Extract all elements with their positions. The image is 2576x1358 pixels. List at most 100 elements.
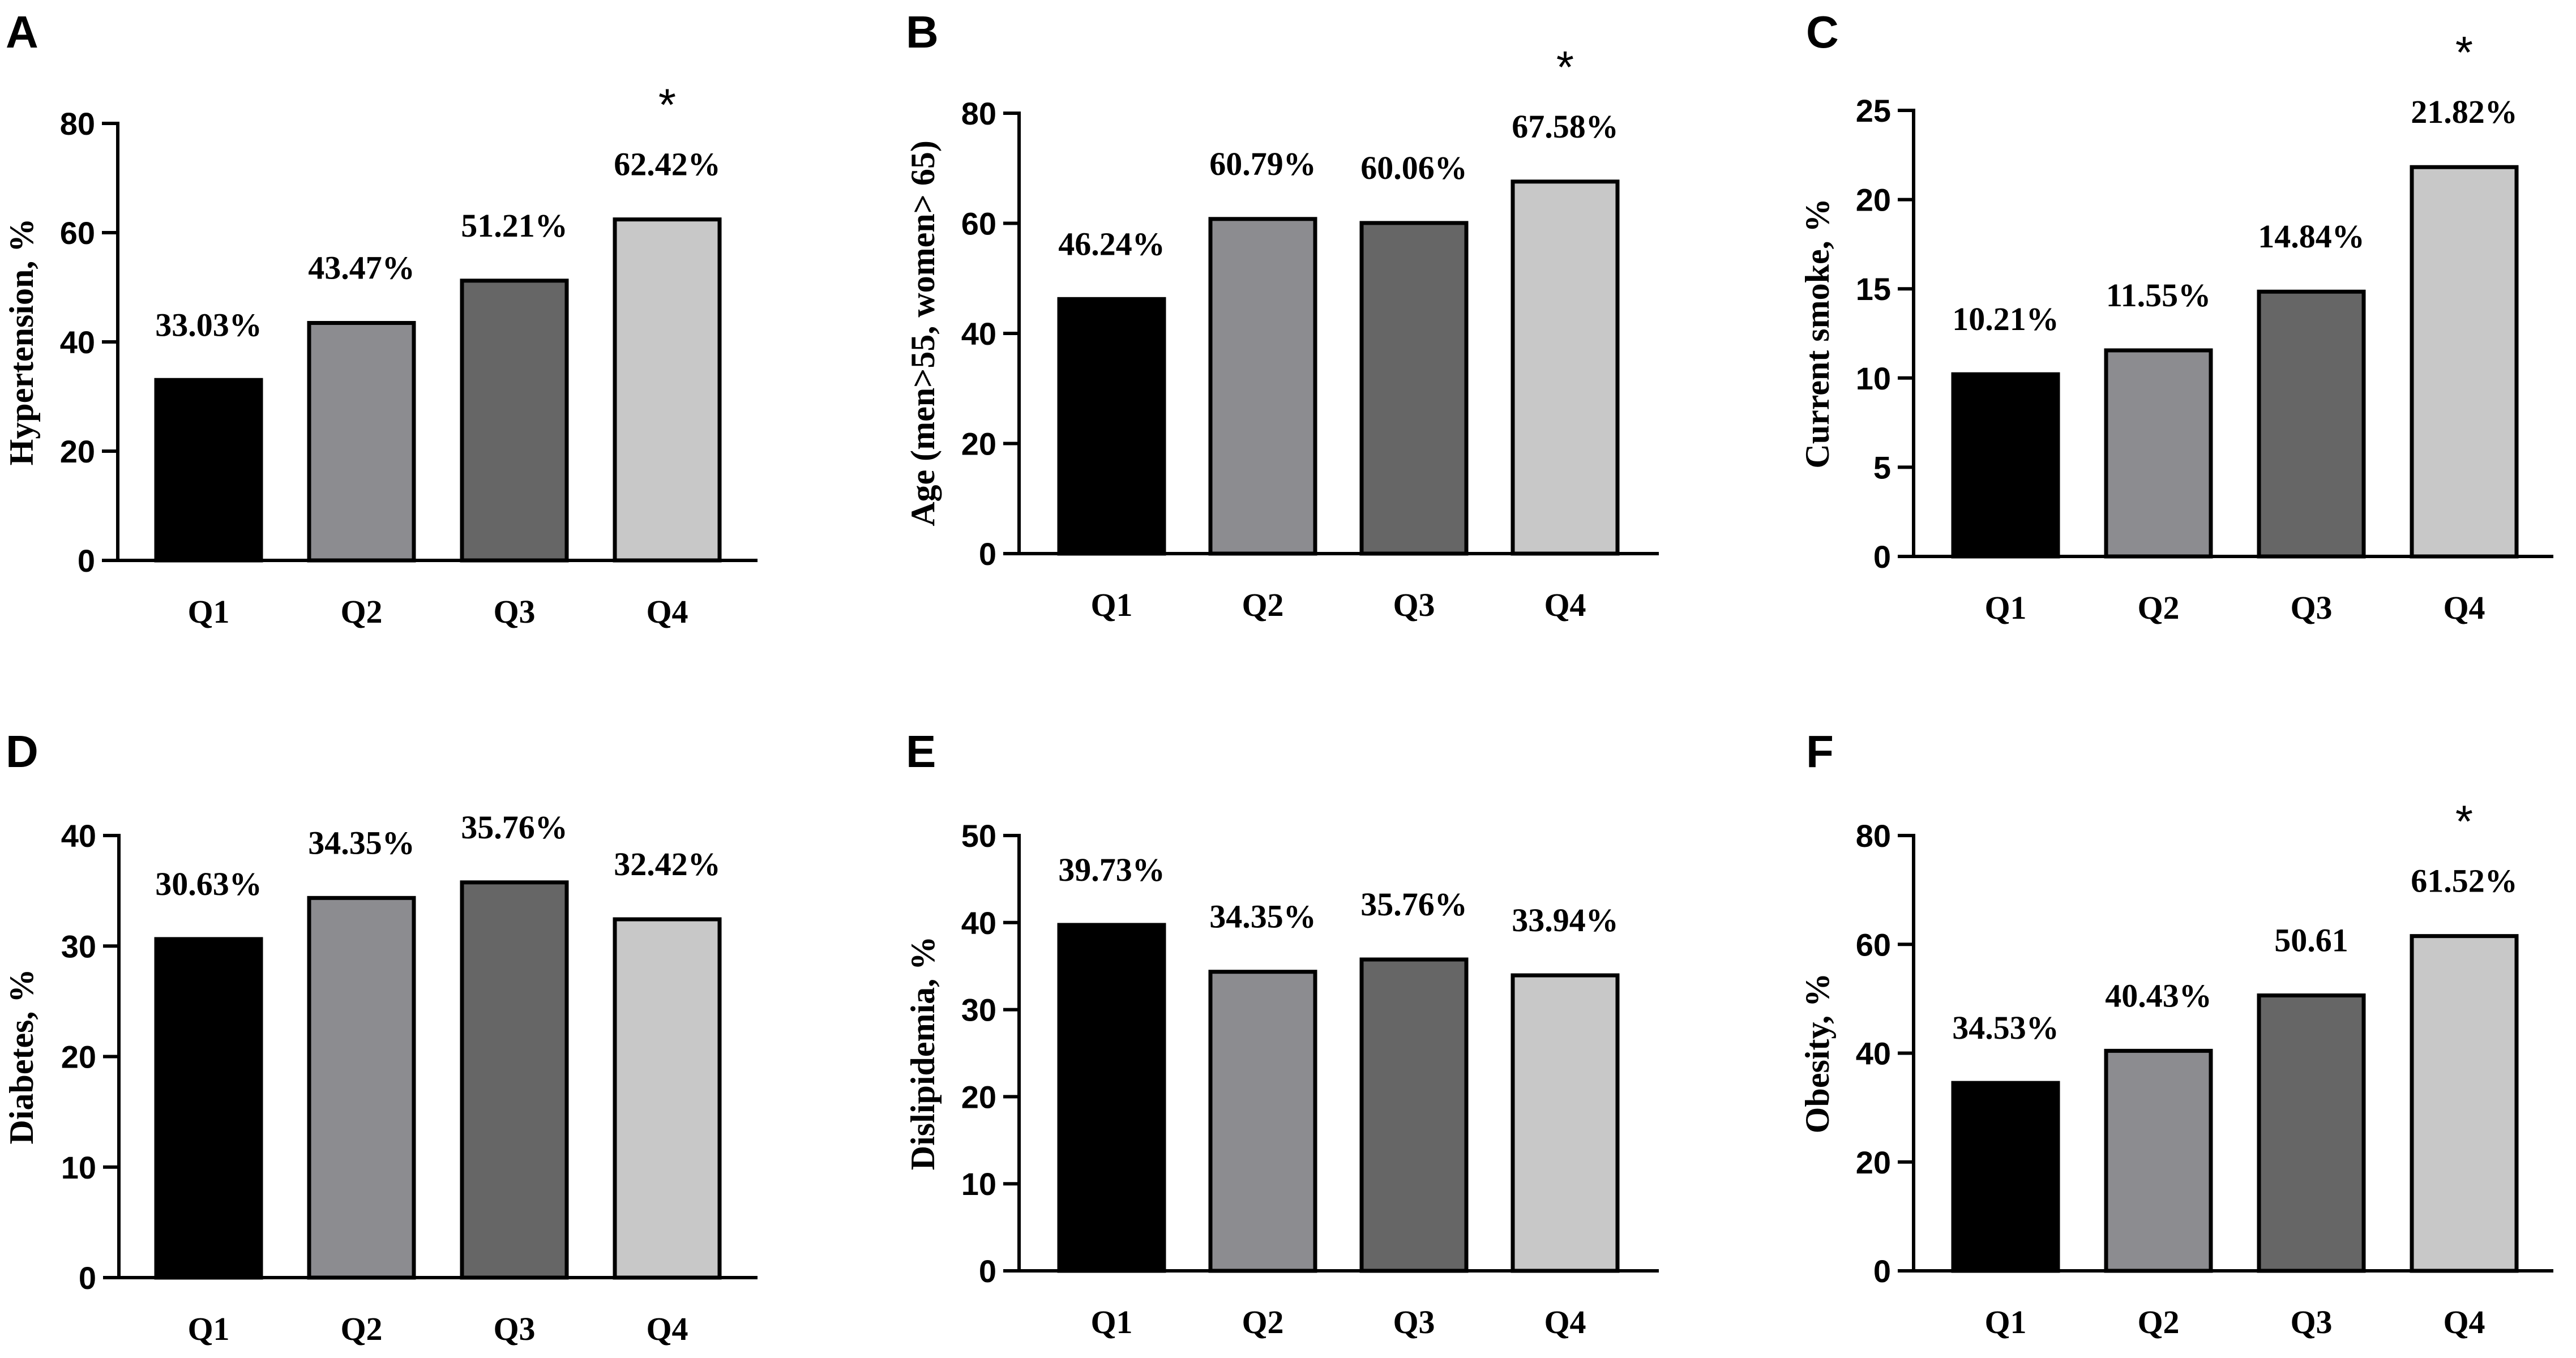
bar-q4 <box>1510 179 1620 556</box>
y-tick-label: 30 <box>961 992 996 1028</box>
data-label: 34.53% <box>1952 1009 2059 1046</box>
x-category-label: Q4 <box>2443 1304 2485 1340</box>
y-tick-label: 0 <box>1873 539 1891 575</box>
chart-panel-f: F Obesity, % 0 20 40 60 80 Q1 34.53% Q2 40.43% Q3 50… <box>1799 726 2553 1340</box>
y-tick-label: 0 <box>1873 1253 1891 1289</box>
y-tick-label: 0 <box>78 543 95 579</box>
x-category-label: Q2 <box>340 593 382 630</box>
y-tick-label: 25 <box>1856 93 1891 128</box>
x-category-label: Q4 <box>646 593 688 630</box>
data-label: 60.79% <box>1209 145 1316 182</box>
data-label: 35.76% <box>1360 886 1467 923</box>
x-category-label: Q1 <box>1984 589 2026 626</box>
y-tick-label: 40 <box>961 316 996 352</box>
bar-q1 <box>154 937 263 1280</box>
data-label: 40.43% <box>2105 977 2212 1014</box>
data-label: 32.42% <box>614 846 721 883</box>
bar-q2 <box>2104 1048 2213 1273</box>
bar-q2 <box>307 321 416 563</box>
y-tick-label: 5 <box>1873 449 1891 485</box>
y-tick-label: 80 <box>1856 818 1891 854</box>
y-tick-label: 60 <box>1856 927 1891 962</box>
bar-q4 <box>2410 165 2519 559</box>
y-axis-label: Obesity, % <box>1799 973 1836 1133</box>
y-tick-label: 40 <box>61 818 96 854</box>
bar-q3 <box>460 279 569 563</box>
data-label: 61.52% <box>2411 863 2518 899</box>
data-label: 39.73% <box>1058 851 1165 888</box>
x-category-label: Q1 <box>1090 586 1132 623</box>
x-category-label: Q3 <box>2290 1304 2332 1340</box>
panel-letter: C <box>1806 7 1839 57</box>
chart-panel-a: A Hypertension, % 0 20 40 60 80 Q1 33.03% Q2 43.47… <box>3 7 758 630</box>
y-axis-label: Current smoke, % <box>1799 198 1836 468</box>
bar-q1 <box>1951 1081 2060 1273</box>
y-axis-label: Diabetes, % <box>3 969 40 1145</box>
panel-letter: D <box>6 726 38 777</box>
panel-letter: E <box>906 726 936 777</box>
y-tick-label: 20 <box>1856 1145 1891 1180</box>
data-label: 34.35% <box>308 824 415 861</box>
x-category-label: Q2 <box>2137 1304 2179 1340</box>
y-tick-label: 80 <box>961 96 996 131</box>
data-label: 21.82% <box>2411 93 2518 130</box>
bar-q4 <box>613 217 722 563</box>
bar-q1 <box>154 378 263 563</box>
data-label: 11.55% <box>2106 277 2211 314</box>
data-label: 34.35% <box>1209 898 1316 935</box>
bar-q2 <box>2104 348 2213 559</box>
bar-q3 <box>1359 221 1469 556</box>
bar-q4 <box>613 917 722 1280</box>
x-category-label: Q3 <box>1393 1304 1435 1340</box>
data-label: 46.24% <box>1058 225 1165 262</box>
significance-marker: * <box>1556 42 1574 92</box>
y-tick-label: 50 <box>961 818 996 854</box>
y-tick-label: 30 <box>61 928 96 964</box>
bar-q4 <box>2410 934 2519 1273</box>
y-tick-label: 40 <box>1856 1036 1891 1072</box>
data-label: 14.84% <box>2258 218 2365 255</box>
panel-letter: B <box>906 7 939 57</box>
x-category-label: Q3 <box>493 593 535 630</box>
significance-marker: * <box>658 80 676 130</box>
y-tick-label: 20 <box>1856 182 1891 218</box>
x-category-label: Q1 <box>187 593 229 630</box>
y-tick-label: 10 <box>61 1150 96 1185</box>
bar-q2 <box>307 896 416 1280</box>
data-label: 62.42% <box>614 146 721 183</box>
y-tick-label: 20 <box>961 1079 996 1115</box>
x-category-label: Q2 <box>2137 589 2179 626</box>
y-tick-label: 40 <box>60 324 95 360</box>
y-tick-label: 80 <box>60 106 95 142</box>
bar-q1 <box>1057 923 1166 1273</box>
y-tick-label: 20 <box>961 426 996 462</box>
bar-q3 <box>2257 993 2366 1273</box>
y-tick-label: 40 <box>961 905 996 941</box>
y-tick-label: 20 <box>61 1039 96 1075</box>
significance-marker: * <box>2455 796 2473 847</box>
x-category-label: Q1 <box>187 1310 229 1347</box>
data-label: 67.58% <box>1512 108 1619 145</box>
x-category-label: Q4 <box>1544 586 1586 623</box>
x-category-label: Q4 <box>646 1310 688 1347</box>
data-label: 43.47% <box>308 250 415 286</box>
x-category-label: Q4 <box>1544 1304 1586 1340</box>
chart-panel-b: B Age (men>55, women> 65) 0 20 40 60 80 Q1 46.24… <box>904 7 1659 623</box>
significance-marker: * <box>2455 27 2473 78</box>
y-tick-label: 0 <box>979 536 996 572</box>
data-label: 10.21% <box>1952 301 2059 337</box>
y-axis-label: Hypertension, % <box>3 219 40 466</box>
data-label: 35.76% <box>461 809 568 846</box>
x-category-label: Q2 <box>340 1310 382 1347</box>
y-tick-label: 60 <box>961 206 996 242</box>
y-tick-label: 10 <box>961 1166 996 1202</box>
bar-q2 <box>1208 217 1317 556</box>
x-category-label: Q1 <box>1090 1304 1132 1340</box>
chart-panel-e: E Dislipidemia, % 0 10 20 30 40 50 Q1 39.73% Q2 34.… <box>904 726 1659 1340</box>
bar-q3 <box>2257 289 2366 559</box>
x-category-label: Q1 <box>1984 1304 2026 1340</box>
data-label: 51.21% <box>461 207 568 244</box>
bar-q3 <box>1359 957 1469 1273</box>
chart-panel-c: C Current smoke, % 0 5 10 15 20 25 Q1 10.21% Q2 11.… <box>1799 7 2553 626</box>
